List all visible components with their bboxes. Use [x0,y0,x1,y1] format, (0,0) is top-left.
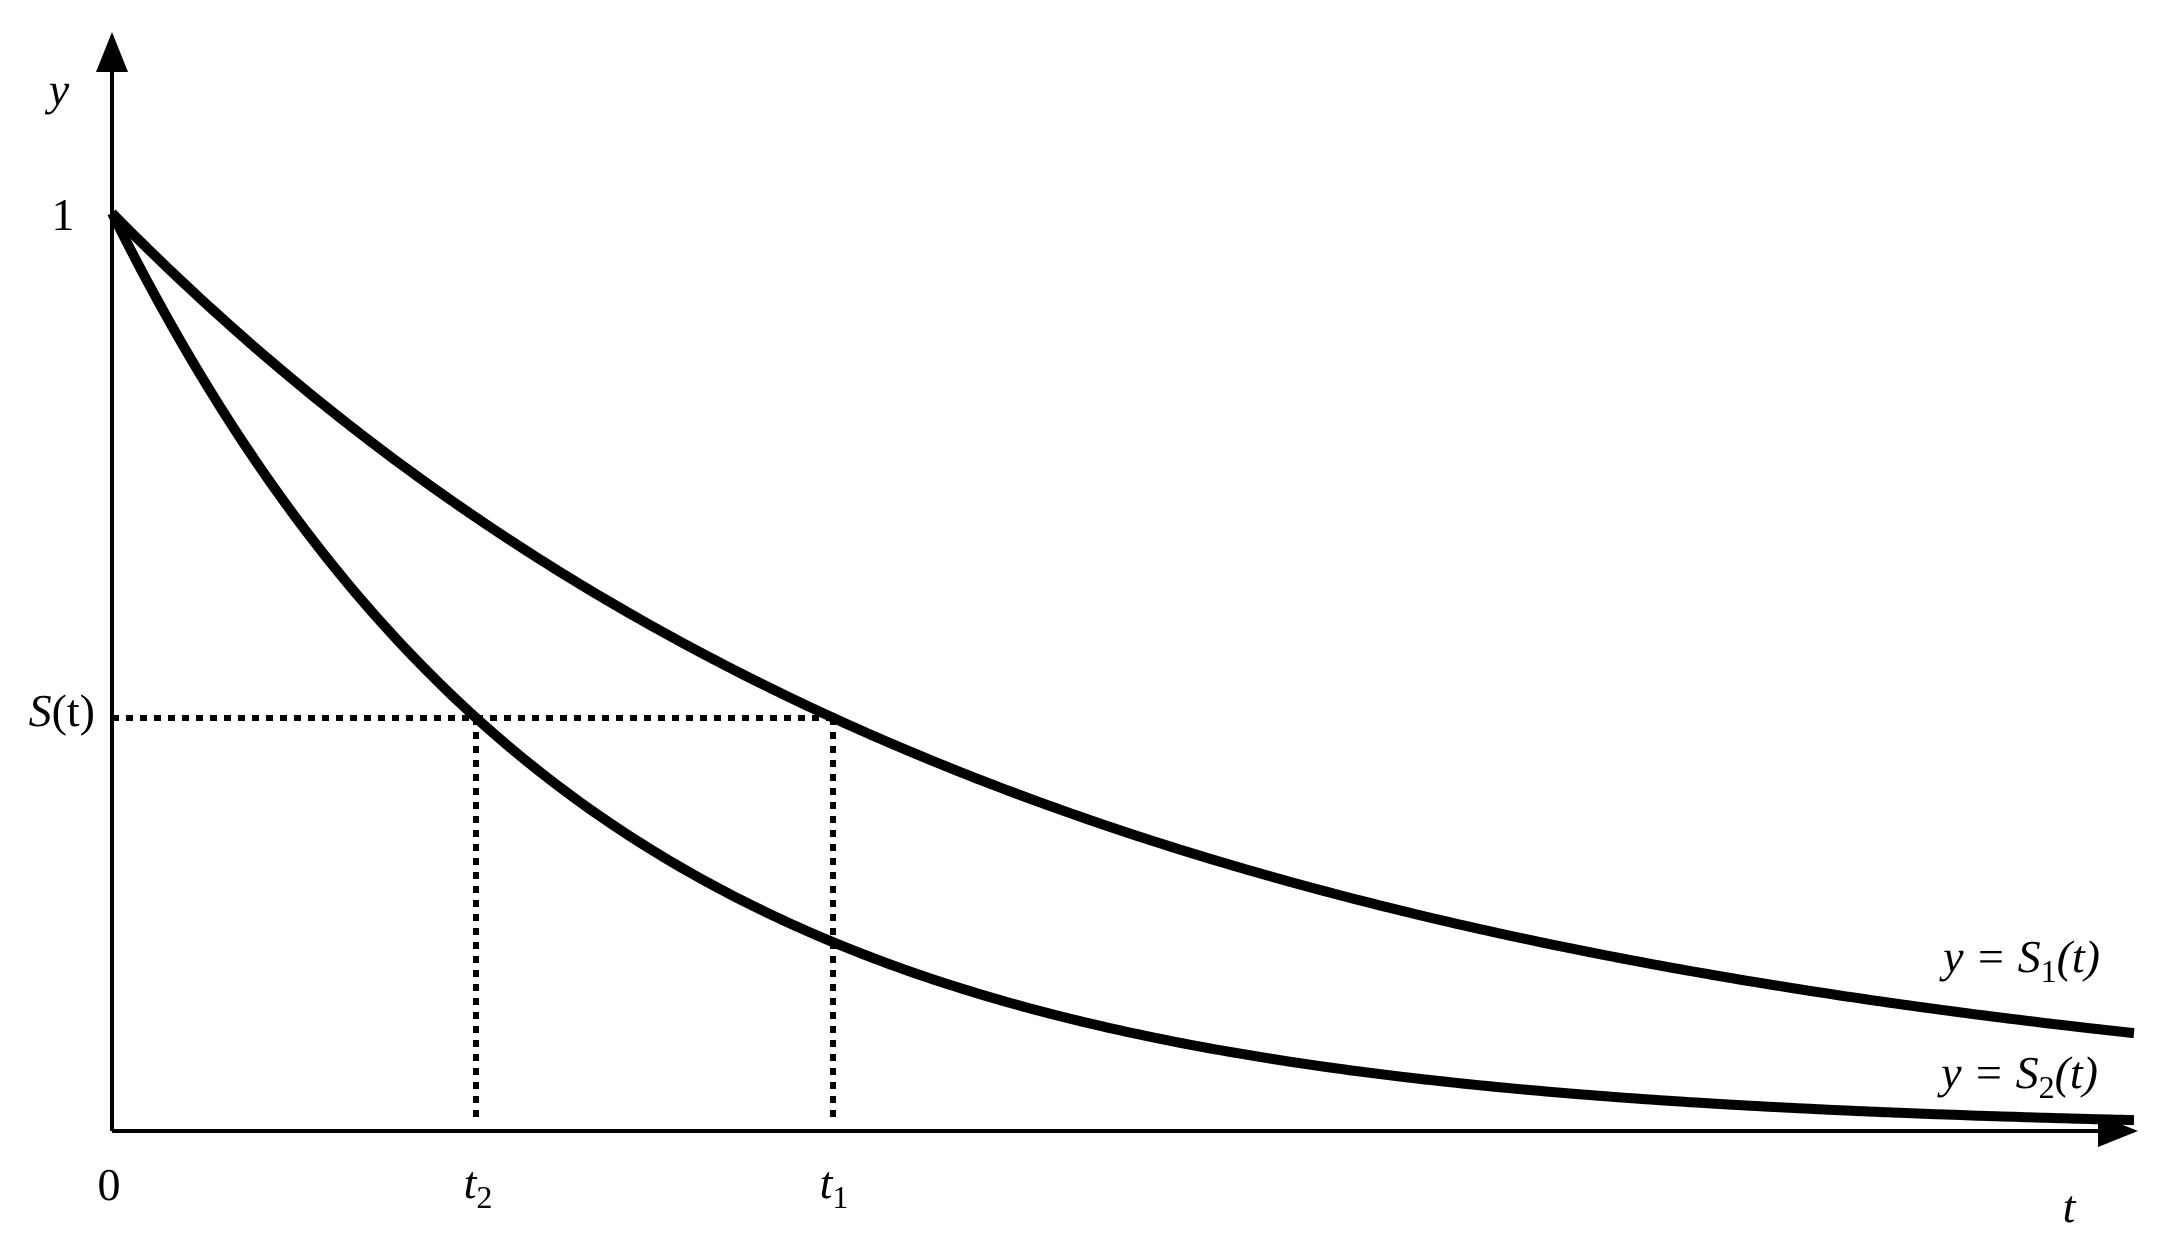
curve-s2 [107,210,2135,1126]
t1-label: t1 [820,1157,849,1215]
y-level: S(t) [29,685,95,736]
origin: 0 [98,1159,121,1210]
y-label: y [45,64,70,115]
y-one: 1 [52,189,75,240]
curve-s1 [108,209,2135,1039]
x-label: t [2063,1181,2077,1232]
t2-label: t2 [464,1157,493,1215]
curve-label-s2: y = S2(t) [1937,1047,2098,1105]
curve-label-s1: y = S1(t) [1939,931,2100,989]
